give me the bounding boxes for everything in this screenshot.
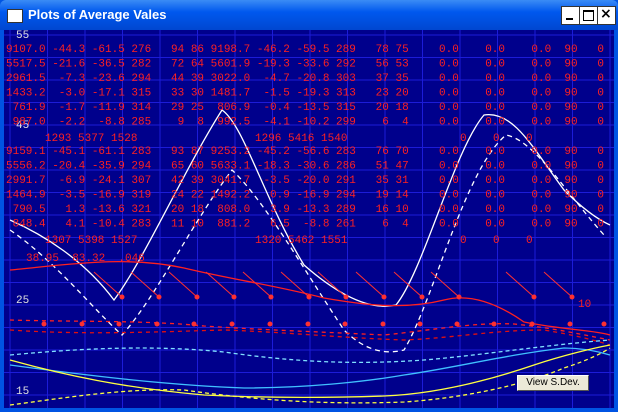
tick-markers	[41, 271, 607, 327]
curve-white-dashed	[9, 134, 605, 353]
tick-dot	[417, 321, 423, 327]
tick-dot	[267, 321, 273, 327]
tick-dot	[381, 294, 387, 300]
tick-stroke	[505, 271, 535, 298]
tick-stroke	[355, 271, 385, 298]
tick-stroke	[317, 271, 347, 298]
tick-dot	[342, 321, 348, 327]
plot-area: 55 45 25 15 10 9107.0 -44.3 -61.5 276 94 86 9…	[4, 30, 614, 408]
close-button[interactable]: ×	[597, 6, 616, 25]
data-row: 761.9 -1.7 -11.9 314 29 25 806.9 -0.4 -1…	[6, 102, 409, 114]
tick-stroke	[93, 271, 123, 298]
curve-red-dashed	[9, 319, 611, 341]
view-sdev-button[interactable]: View S.Dev.	[517, 375, 589, 391]
totals: 1296 5416 1540	[255, 133, 347, 145]
tick-dot	[567, 321, 573, 327]
data-row: 848.4 4.1 -10.4 283 11 10 881.2 6.5 -8.8…	[6, 219, 409, 231]
stats: 38.95 83.32 .046	[26, 253, 145, 265]
tick-dot	[41, 321, 47, 327]
data-row: 5556.2 -20.4 -35.9 294 65 60 5633.1 -18.…	[6, 161, 409, 173]
data-row-right: 0.0 0.0 0.0 90 0	[439, 204, 604, 216]
tick-stroke	[393, 271, 423, 298]
curve-white	[9, 109, 611, 307]
curve-cyan	[9, 347, 611, 389]
plot-background	[4, 30, 614, 408]
data-row-right: 0.0 0.0 0.0 90 0	[439, 146, 604, 158]
tick-dot	[305, 321, 311, 327]
data-row-right: 0.0 0.0 0.0 90 0	[439, 88, 604, 100]
data-row-right: 0.0 0.0 0.0 90 0	[439, 190, 604, 202]
tick-dot	[343, 294, 349, 300]
tick-dot	[231, 294, 237, 300]
tick-dot	[229, 321, 235, 327]
tick-stroke	[168, 271, 198, 298]
minimize-button[interactable]	[561, 6, 580, 25]
data-row-right: 0.0 0.0 0.0 90 0	[439, 175, 604, 187]
tick-dot	[601, 321, 607, 327]
data-row: 9107.0 -44.3 -61.5 276 94 86 9198.7 -46.…	[6, 44, 409, 56]
data-row: 2961.5 -7.3 -23.6 294 44 39 3022.0 -4.7 …	[6, 73, 409, 85]
data-row: 987.0 -2.2 -8.8 285 9 8 992.5 -4.1 -10.2…	[6, 117, 409, 129]
tick-dot	[156, 294, 162, 300]
text-rows: 55 45 25 15 10 9107.0 -44.3 -61.5 276 94 86 9…	[6, 30, 604, 398]
data-row: 1433.2 -3.0 -17.1 315 33 30 1481.7 -1.5 …	[6, 88, 409, 100]
grid	[4, 30, 614, 408]
tick-dot	[116, 321, 122, 327]
data-row: 1464.9 -3.5 -16.9 319 24 22 1492.2 0.9 -…	[6, 190, 409, 202]
axis-label: 10	[578, 299, 591, 311]
tick-dot	[119, 294, 125, 300]
curve-cyan-dashed	[9, 339, 611, 364]
app-icon	[7, 9, 23, 23]
data-row-right: 0.0 0.0 0.0 90 0	[439, 161, 604, 173]
totals: 1307 5398 1527	[45, 235, 137, 247]
data-row-right: 0.0 0.0 0.0 90 0	[439, 117, 604, 129]
data-row: 5517.5 -21.6 -36.5 282 72 64 5601.9 -19.…	[6, 59, 409, 71]
axis-label: 25	[16, 295, 29, 307]
axis-label: 55	[16, 30, 29, 42]
data-row: 790.5 1.3 -13.6 321 20 18 808.0 3.9 -13.…	[6, 204, 409, 216]
data-row: 2991.7 -6.9 -24.1 307 42 39 3041.7 -3.5 …	[6, 175, 409, 187]
tick-dot	[154, 321, 160, 327]
tick-dot	[79, 321, 85, 327]
tick-dot	[529, 321, 535, 327]
tick-stroke	[543, 271, 573, 298]
tick-dot	[194, 294, 200, 300]
tick-stroke	[205, 271, 235, 298]
totals: 0 0 0	[460, 133, 533, 145]
tick-stroke	[130, 271, 160, 298]
data-row-right: 0.0 0.0 0.0 90 0	[439, 73, 604, 85]
tick-stroke	[280, 271, 310, 298]
tick-stroke	[430, 271, 460, 298]
window-title: Plots of Average Vales	[28, 7, 167, 22]
tick-stroke	[242, 271, 272, 298]
tick-dot	[491, 321, 497, 327]
tick-dot	[456, 294, 462, 300]
maximize-button[interactable]	[579, 6, 598, 25]
data-row-right: 0.0 0.0 0.0 90 0	[439, 59, 604, 71]
tick-dot	[531, 294, 537, 300]
totals: 0 0 0	[460, 235, 533, 247]
tick-dot	[454, 321, 460, 327]
tick-dot	[191, 321, 197, 327]
tick-dot	[419, 294, 425, 300]
axis-label: 15	[16, 386, 29, 398]
tick-dot	[380, 321, 386, 327]
data-row-right: 0.0 0.0 0.0 90 0	[439, 44, 604, 56]
totals: 1293 5377 1528	[45, 133, 137, 145]
curve-yellow-dashed	[9, 347, 611, 406]
data-row: 9159.1 -45.1 -61.1 283 93 87 9253.2 -45.…	[6, 146, 409, 158]
totals: 1320 5462 1551	[255, 235, 348, 247]
data-row-right: 0.0 0.0 0.0 90 0	[439, 102, 604, 114]
tick-dot	[268, 294, 274, 300]
curves	[9, 109, 611, 406]
axis-label: 45	[16, 120, 29, 132]
curve-red	[9, 260, 611, 336]
title-bar: Plots of Average Vales ×	[0, 0, 618, 30]
tick-dot	[306, 294, 312, 300]
tick-dot	[569, 294, 575, 300]
data-row-right: 0.0 0.0 0.0 90 0	[439, 219, 604, 231]
curve-yellow	[9, 344, 611, 399]
curve-red-dashed-2	[9, 329, 611, 346]
